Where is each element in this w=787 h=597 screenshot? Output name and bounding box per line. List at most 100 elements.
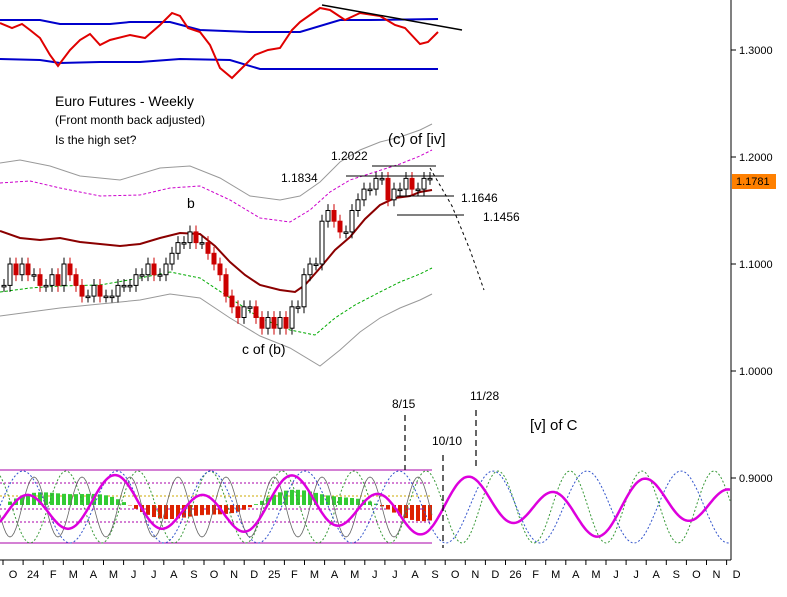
histogram-bar bbox=[158, 505, 162, 519]
histogram-bar bbox=[368, 501, 372, 505]
histogram-bar bbox=[302, 490, 306, 505]
downtrend-line bbox=[321, 4, 463, 31]
cycle-date-10-10: 10/10 bbox=[432, 434, 462, 448]
candle-body bbox=[127, 284, 133, 288]
x-tick-label: M bbox=[109, 569, 118, 581]
candle-body bbox=[409, 177, 415, 190]
candle-body bbox=[325, 210, 331, 222]
candle-body bbox=[391, 188, 397, 201]
price-panel: Euro Futures - Weekly (Front month back … bbox=[0, 93, 578, 434]
candle-body bbox=[103, 295, 109, 299]
candle-body bbox=[121, 284, 127, 288]
candle-body bbox=[259, 317, 265, 329]
cycle-wave-green-dashed bbox=[0, 470, 731, 544]
candle-body bbox=[25, 263, 31, 276]
top-oscillator-panel bbox=[0, 4, 463, 80]
candle-body bbox=[229, 295, 235, 308]
red-oscillator-line bbox=[0, 6, 439, 80]
histogram-bar bbox=[254, 504, 258, 505]
histogram-bar bbox=[278, 492, 282, 505]
candle-body bbox=[361, 188, 367, 201]
histogram-bar bbox=[80, 494, 84, 505]
x-tick-label: 24 bbox=[27, 569, 39, 581]
histogram-bar bbox=[242, 505, 246, 510]
candle-body bbox=[343, 231, 349, 234]
histogram-bar bbox=[104, 495, 108, 505]
y-tick-label-3: 1.1000 bbox=[739, 259, 773, 271]
candle-body bbox=[37, 274, 43, 286]
x-tick-label: M bbox=[310, 569, 319, 581]
candle-body bbox=[97, 284, 103, 297]
envelope-lower-green bbox=[0, 267, 433, 336]
x-tick-label: D bbox=[733, 569, 741, 581]
x-tick-label: A bbox=[90, 569, 98, 581]
histogram-bar bbox=[176, 505, 180, 519]
candle-body bbox=[31, 274, 37, 277]
x-tick-label: O bbox=[210, 569, 219, 581]
cycle-panel: 8/15 10/10 11/28 bbox=[0, 389, 731, 548]
histogram-bar bbox=[386, 505, 390, 510]
candle-body bbox=[217, 263, 223, 276]
histogram-bar bbox=[416, 505, 420, 521]
x-tick-label: S bbox=[673, 569, 680, 581]
candle-body bbox=[139, 274, 145, 277]
candle-body bbox=[169, 252, 175, 265]
x-tick-label: M bbox=[350, 569, 359, 581]
x-tick-label: A bbox=[331, 569, 339, 581]
x-tick-label: M bbox=[551, 569, 560, 581]
candle-body bbox=[79, 284, 85, 297]
histogram-bar bbox=[230, 505, 234, 514]
histogram-bar bbox=[260, 500, 264, 505]
histogram-bar bbox=[332, 496, 336, 505]
candle-body bbox=[91, 284, 97, 297]
histogram-bar bbox=[38, 492, 42, 505]
x-tick-label: A bbox=[653, 569, 661, 581]
histogram-bar bbox=[314, 492, 318, 505]
histogram-bar bbox=[110, 496, 114, 505]
candle-body bbox=[415, 188, 421, 192]
x-tick-label: M bbox=[591, 569, 600, 581]
candle-body bbox=[73, 274, 79, 286]
y-axis: 1.3000 1.2000 1.1000 1.0000 0.9000 1.178… bbox=[730, 0, 776, 560]
x-tick-label: J bbox=[392, 569, 398, 581]
histogram-bar bbox=[392, 505, 396, 513]
candle-body bbox=[1, 284, 7, 288]
candle-body bbox=[253, 306, 259, 318]
histogram-bar bbox=[20, 495, 24, 505]
histogram-bar bbox=[212, 505, 216, 515]
candle-body bbox=[331, 210, 337, 222]
histogram-bar bbox=[338, 496, 342, 505]
histogram-bar bbox=[290, 489, 294, 505]
histogram-bar bbox=[206, 505, 210, 515]
x-tick-label: D bbox=[250, 569, 258, 581]
histogram-bar bbox=[308, 491, 312, 505]
histogram-bar bbox=[398, 505, 402, 516]
histogram-bar bbox=[62, 493, 66, 505]
y-tick-label-4: 1.0000 bbox=[739, 366, 773, 378]
x-tick-label: S bbox=[431, 569, 438, 581]
candle-body bbox=[313, 263, 319, 266]
histogram-bar bbox=[74, 494, 78, 505]
cycle-date-8-15: 8/15 bbox=[392, 397, 416, 411]
histogram-bar bbox=[356, 498, 360, 505]
y-tick-label-2: 1.2000 bbox=[739, 152, 773, 164]
x-tick-label: N bbox=[471, 569, 479, 581]
candle-body bbox=[301, 274, 307, 308]
histogram-bar bbox=[320, 494, 324, 505]
candle-body bbox=[349, 210, 355, 233]
wave-label-c-of-b: c of (b) bbox=[242, 341, 286, 357]
histogram-bar bbox=[8, 501, 12, 505]
candle-body bbox=[109, 295, 115, 299]
level-label-1.1646: 1.1646 bbox=[461, 191, 498, 205]
projected-path bbox=[429, 167, 485, 291]
histogram-bar bbox=[284, 490, 288, 505]
candle-body bbox=[223, 274, 229, 297]
candle-body bbox=[283, 317, 289, 329]
x-tick-label: J bbox=[131, 569, 137, 581]
candle-body bbox=[193, 231, 199, 244]
x-tick-label: N bbox=[713, 569, 721, 581]
candle-body bbox=[115, 284, 121, 297]
histogram-bar bbox=[86, 493, 90, 505]
cycle-wave-blue-dashed bbox=[0, 470, 731, 544]
